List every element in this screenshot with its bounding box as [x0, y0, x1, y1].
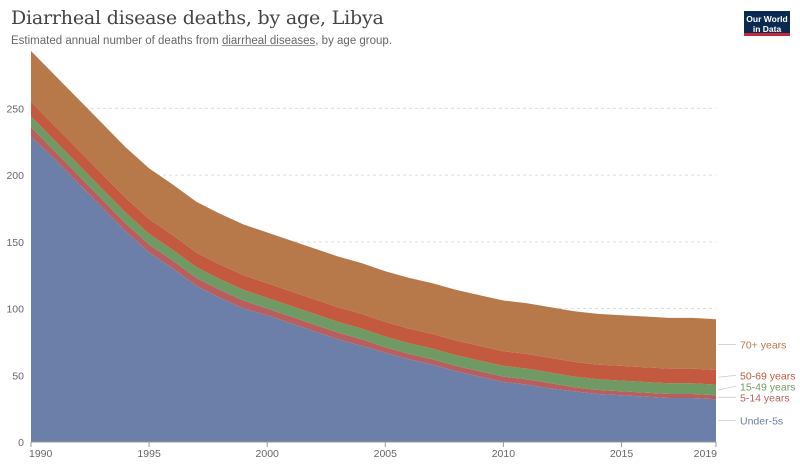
chart-title: Diarrheal disease deaths, by age, Libya: [11, 7, 384, 29]
area-5-14-years[interactable]: [31, 127, 716, 400]
stacked-areas: [31, 51, 716, 442]
y-axis-ticks: 0 50 100 150 200 250: [6, 103, 24, 449]
legend-label-5-14-years[interactable]: 5-14 years: [740, 392, 790, 404]
x-tick-label-0: 1990: [29, 448, 53, 460]
x-axis-ticks: 1990 1995 2000 2005 2010 2015 2019: [29, 448, 717, 460]
x-tick-label-1: 1995: [137, 448, 161, 460]
x-tick-label-2: 2000: [256, 448, 280, 460]
y-tick-label-2: 100: [6, 304, 24, 316]
y-tick-label-5: 250: [6, 103, 24, 115]
y-tick-label-0: 0: [18, 437, 24, 449]
subtitle-link[interactable]: diarrheal diseases: [221, 35, 316, 47]
x-tick-label-5: 2015: [610, 448, 634, 460]
legend-label-15-49-years[interactable]: 15-49 years: [740, 381, 795, 393]
area-50-69-years[interactable]: [31, 101, 716, 385]
legend-label-under-5s[interactable]: Under-5s: [740, 416, 783, 428]
logo-line-2: in Data: [752, 24, 782, 34]
area-under-5s[interactable]: [31, 136, 716, 442]
legend-label-70-years[interactable]: 70+ years: [740, 340, 786, 352]
y-tick-label-4: 200: [6, 170, 24, 182]
x-axis: [30, 441, 717, 447]
area-15-49-years[interactable]: [31, 116, 716, 396]
x-tick-label-3: 2005: [374, 448, 398, 460]
x-tick-label-4: 2010: [492, 448, 516, 460]
area-70-years[interactable]: [31, 51, 716, 370]
y-tick-label-3: 150: [6, 237, 24, 249]
subtitle-suffix: , by age group.: [315, 35, 393, 47]
owid-logo[interactable]: Our World in Data: [744, 11, 790, 36]
legend-connector-15-49-years: [717, 385, 737, 391]
legend-connector-50-69-years: [717, 374, 737, 378]
y-tick-label-1: 50: [12, 370, 24, 382]
legend-label-50-69-years[interactable]: 50-69 years: [740, 370, 795, 382]
subtitle-prefix: Estimated annual number of deaths from: [11, 35, 222, 47]
x-tick-label-6: 2019: [694, 448, 718, 460]
logo-line-1: Our World: [746, 14, 788, 24]
chart-subtitle: Estimated annual number of deaths from d…: [11, 35, 392, 47]
